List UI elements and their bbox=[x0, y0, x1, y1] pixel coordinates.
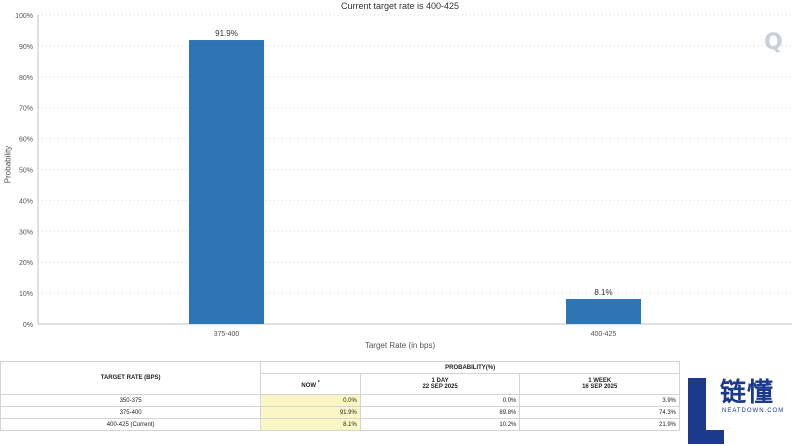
y-tick-label: 10% bbox=[19, 291, 33, 298]
table-row: 400-425 (Current) 8.1% 10.2% 21.9% bbox=[0, 418, 680, 431]
row-now: 0.0% bbox=[260, 394, 361, 407]
logo-subtext: NEATDOWN.COM bbox=[722, 408, 785, 414]
probability-table: TARGET RATE (BPS) PROBABILITY(%) NOW * 1… bbox=[0, 361, 680, 431]
row-1week: 21.9% bbox=[519, 418, 680, 431]
y-tick-label: 50% bbox=[19, 168, 33, 175]
header-1day-date: 22 SEP 2025 bbox=[422, 384, 458, 390]
y-tick-label: 60% bbox=[19, 137, 33, 144]
y-tick-label: 20% bbox=[19, 260, 33, 267]
row-1day: 10.2% bbox=[359, 418, 521, 431]
row-now: 91.9% bbox=[260, 406, 361, 419]
header-now: NOW * bbox=[260, 373, 361, 395]
row-now: 8.1% bbox=[260, 418, 361, 431]
y-tick-label: 0% bbox=[23, 322, 33, 329]
chart-area: Current target rate is 400-425 Probabili… bbox=[4, 1, 792, 350]
row-rate: 400-425 (Current) bbox=[0, 418, 262, 431]
table-row: 375-400 91.9% 89.8% 74.3% bbox=[0, 406, 680, 419]
x-tick-label: 375-400 bbox=[214, 331, 240, 338]
bar-chart: 0% 10% 20% 30% 40% 50% 60% 70% 80% 90% 100% 91.9% 37… bbox=[15, 13, 792, 338]
y-tick-label: 40% bbox=[19, 198, 33, 205]
row-1day: 0.0% bbox=[359, 394, 521, 407]
row-1week: 74.3% bbox=[519, 406, 680, 419]
row-1day: 89.8% bbox=[359, 406, 521, 419]
row-1week: 3.9% bbox=[519, 394, 680, 407]
header-1week-date: 16 SEP 2025 bbox=[582, 384, 618, 390]
bar-value-label: 8.1% bbox=[594, 288, 612, 297]
now-footnote-mark: * bbox=[317, 379, 320, 386]
y-tick-label: 70% bbox=[19, 106, 33, 113]
row-rate: 350-375 bbox=[0, 394, 262, 407]
header-1day: 1 DAY 22 SEP 2025 bbox=[359, 373, 521, 395]
y-tick-label: 30% bbox=[19, 229, 33, 236]
bar-value-label: 91.9% bbox=[215, 29, 238, 38]
watermark-q-icon: Q bbox=[764, 30, 783, 55]
neatdown-logo bbox=[688, 378, 724, 444]
logo-text: 链懂 bbox=[720, 378, 775, 408]
y-tick-label: 90% bbox=[19, 44, 33, 51]
table-row: 350-375 0.0% 0.0% 3.9% bbox=[0, 394, 680, 407]
y-tick-label: 80% bbox=[19, 75, 33, 82]
row-rate: 375-400 bbox=[0, 406, 262, 419]
bar bbox=[566, 298, 641, 324]
x-tick-label: 400-425 bbox=[591, 331, 617, 338]
x-axis-label: Target Rate (in bps) bbox=[364, 341, 436, 350]
header-probability: PROBABILITY(%) bbox=[260, 361, 680, 374]
header-target-rate: TARGET RATE (BPS) bbox=[0, 361, 262, 395]
y-tick-label: 100% bbox=[15, 13, 33, 20]
chart-title: Current target rate is 400-425 bbox=[340, 1, 460, 11]
header-1week: 1 WEEK 16 SEP 2025 bbox=[519, 373, 680, 395]
bar bbox=[189, 40, 264, 325]
